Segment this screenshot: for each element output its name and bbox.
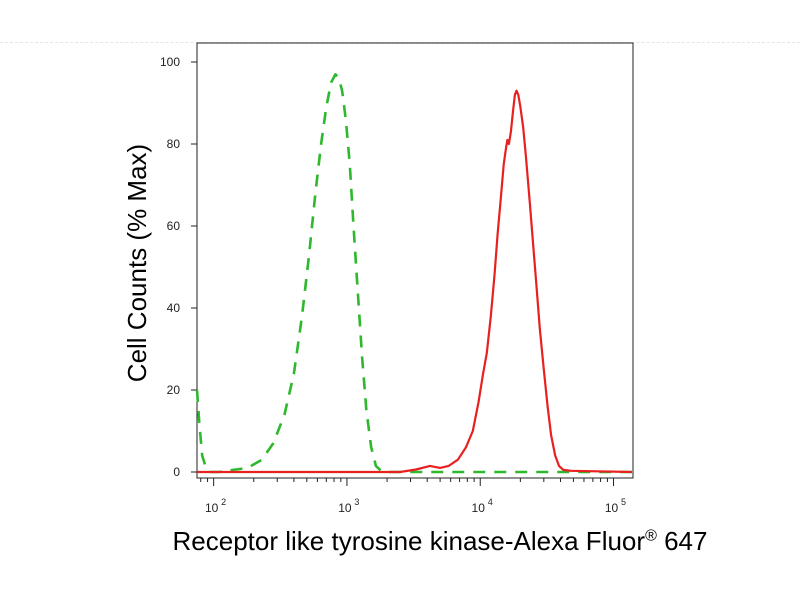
x-axis-ticks: 10 2 10 3 10 4 10 5 — [200, 478, 626, 515]
y-axis-label: Cell Counts (% Max) — [122, 143, 152, 383]
series-line-solid — [197, 89, 633, 474]
series-lines — [195, 73, 633, 474]
y-tick-label: 0 — [173, 465, 180, 479]
x-tick-label-exponent: 2 — [221, 497, 226, 507]
x-tick-label-exponent: 4 — [488, 497, 493, 507]
x-axis-label: Receptor like tyrosine kinase-Alexa Fluo… — [110, 526, 770, 557]
x-axis-label-suffix: 647 — [656, 526, 708, 556]
y-tick-label: 80 — [167, 137, 181, 151]
x-tick-label-exponent: 5 — [621, 497, 626, 507]
y-tick-label: 40 — [167, 301, 181, 315]
x-tick-label: 10 — [472, 501, 486, 515]
x-axis-label-text: Receptor like tyrosine kinase-Alexa Fluo… — [172, 526, 646, 556]
series-line-dashed — [195, 73, 632, 474]
x-tick-label: 10 — [338, 501, 352, 515]
x-tick-label-exponent: 3 — [354, 497, 359, 507]
x-tick-label: 10 — [605, 501, 619, 515]
y-tick-label: 60 — [167, 219, 181, 233]
plot-frame — [196, 42, 634, 479]
x-tick-label: 10 — [205, 501, 219, 515]
y-tick-label: 100 — [160, 55, 180, 69]
x-axis-label-superscript: ® — [645, 527, 657, 545]
y-axis-ticks: 0 20 40 60 80 100 — [160, 55, 197, 479]
y-tick-label: 20 — [167, 383, 181, 397]
